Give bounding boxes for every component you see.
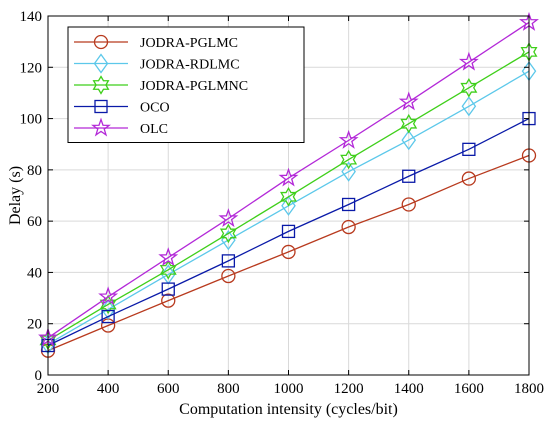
legend-label: OLC (140, 122, 168, 137)
y-tick-label: 60 (27, 214, 42, 230)
y-tick-label: 140 (20, 9, 43, 25)
x-tick-label: 1200 (334, 381, 364, 397)
x-tick-label: 800 (217, 381, 240, 397)
y-axis-label: Delay (s) (7, 166, 24, 225)
x-tick-label: 1000 (274, 381, 304, 397)
x-tick-label: 600 (157, 381, 180, 397)
x-tick-label: 1600 (454, 381, 484, 397)
legend-label: JODRA-RDLMC (140, 58, 240, 73)
y-tick-label: 120 (20, 60, 43, 76)
x-tick-label: 400 (97, 381, 120, 397)
y-tick-label: 20 (27, 317, 42, 333)
legend: JODRA-PGLMC JODRA-RDLMC JODRA-PGLMNC OCO OLC (68, 27, 304, 143)
legend-label: OCO (140, 101, 170, 116)
y-tick-label: 40 (27, 265, 42, 281)
y-tick-label: 80 (27, 163, 42, 179)
x-tick-label: 1800 (514, 381, 544, 397)
legend-item: JODRA-RDLMC (74, 55, 240, 73)
legend-item: JODRA-PGLMNC (74, 77, 248, 95)
x-axis-label: Computation intensity (cycles/bit) (179, 401, 398, 418)
legend-label: JODRA-PGLMNC (140, 79, 248, 94)
legend-label: JODRA-PGLMC (140, 36, 238, 51)
y-tick-label: 0 (35, 368, 43, 384)
x-tick-label: 1400 (394, 381, 424, 397)
y-tick-label: 100 (20, 112, 43, 128)
